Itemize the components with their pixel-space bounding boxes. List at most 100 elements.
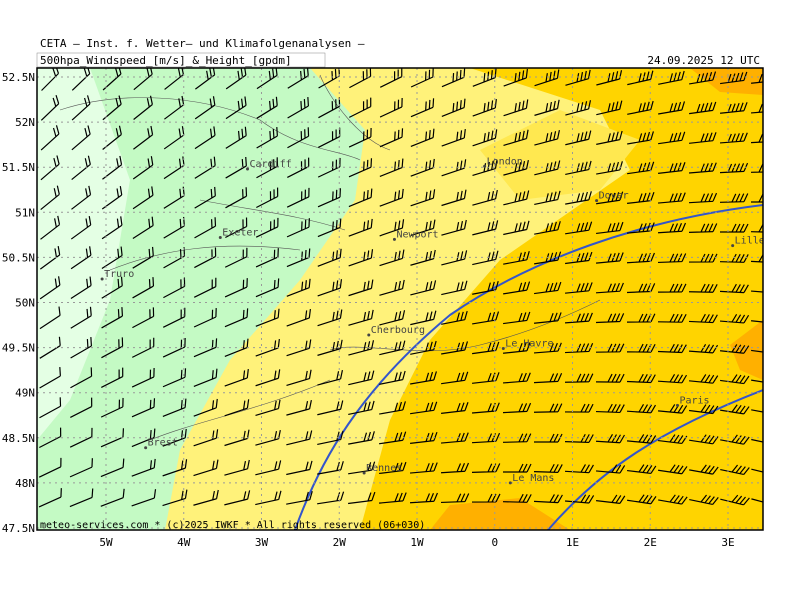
wind-barb [286,248,311,268]
wind-barb [193,368,218,387]
wind-barb [440,493,470,504]
wind-barb [534,190,561,206]
wind-barb [688,344,719,354]
wind-barb [657,222,687,234]
wind-barb [472,189,498,206]
city-label: Exeter [222,228,258,239]
city-label: Truro [104,269,134,280]
wind-barb [101,216,123,240]
city-label: London [487,156,523,167]
wind-barb [70,306,92,329]
wind-barb [379,370,406,385]
wind-barb [348,127,372,148]
wind-barb [565,69,591,86]
wind-barb [565,130,592,146]
wind-barb [379,97,403,118]
lon-label: 4W [177,536,191,549]
wind-barb [162,307,186,328]
wind-barb [658,131,686,145]
wind-barb [441,280,468,296]
wind-barb [195,68,216,90]
wind-barb [194,186,216,209]
lon-label: 0 [491,536,498,549]
wind-barb [379,249,405,267]
wind-barb [71,95,91,121]
map-area: Cardiff London Dover Exeter Newport Truro Lill… [37,68,765,530]
lat-label: 51.5N [2,161,35,174]
wind-barb [133,125,154,150]
wind-barb [379,279,405,296]
wind-barb [502,372,531,384]
city-marker [100,277,104,281]
wind-barb [71,68,91,91]
wind-barb [410,371,438,385]
wind-barb [720,71,748,85]
wind-barb [71,185,92,210]
wind-barb [689,71,717,85]
wind-barb [379,219,405,237]
wind-barb [41,68,60,91]
header-title: CETA — Inst. f. Wetter— und Klimafolgena… [40,37,365,50]
wind-barb [255,217,279,238]
wind-barb [534,99,560,116]
wind-barb [40,185,60,211]
wind-barb [564,464,594,474]
city-marker [392,237,396,241]
wind-barb [349,68,372,89]
wind-barb [348,249,374,267]
wind-barb [317,461,344,475]
wind-barb [70,367,93,389]
wind-barb [39,276,61,300]
wind-barb [379,340,406,356]
wind-barb [193,398,218,417]
city-marker [675,403,679,407]
wind-barb [657,373,688,384]
city-label: Paris [679,395,709,406]
wind-barb [379,158,404,178]
shade-gold [360,68,763,530]
wind-barb [256,157,279,179]
wind-barb [503,159,529,176]
lat-label: 52.5N [2,71,35,84]
wind-barb [410,158,435,177]
wind-barb [286,369,312,386]
wind-barb [533,342,562,354]
wind-barb [379,128,404,148]
wind-barb [256,96,278,119]
wind-barb [534,251,562,265]
wind-barb [132,216,154,239]
lon-label: 2W [333,536,347,549]
wind-barb [317,248,342,267]
wind-barb [441,68,466,88]
wind-barb [471,402,500,414]
wind-barb [133,95,153,120]
city-label: Lille [735,236,765,247]
wind-barb [132,277,155,299]
wind-barb [627,70,654,86]
wind-barb [440,462,470,474]
wind-barb [627,161,655,175]
wind-barb [71,125,91,151]
city-marker [595,199,599,203]
wind-barb [70,337,92,359]
wind-barb [596,494,626,504]
wind-barb [379,188,404,207]
wind-barb [688,313,718,324]
wind-barb [565,100,592,116]
wind-barb [595,464,626,474]
wind-barb [595,282,624,294]
wind-barb [286,309,312,327]
wind-barb [193,489,219,506]
wind-barb [626,343,656,353]
wind-barb [317,218,342,238]
city-marker [362,471,366,475]
wind-barb [255,369,281,387]
wind-barb [658,494,688,505]
wind-barb [39,306,61,330]
wind-barb [565,251,593,265]
wind-barb [503,190,530,206]
wind-barb [626,283,656,294]
wind-barb [379,401,406,415]
wind-barb [100,397,124,418]
city-marker [246,167,250,171]
